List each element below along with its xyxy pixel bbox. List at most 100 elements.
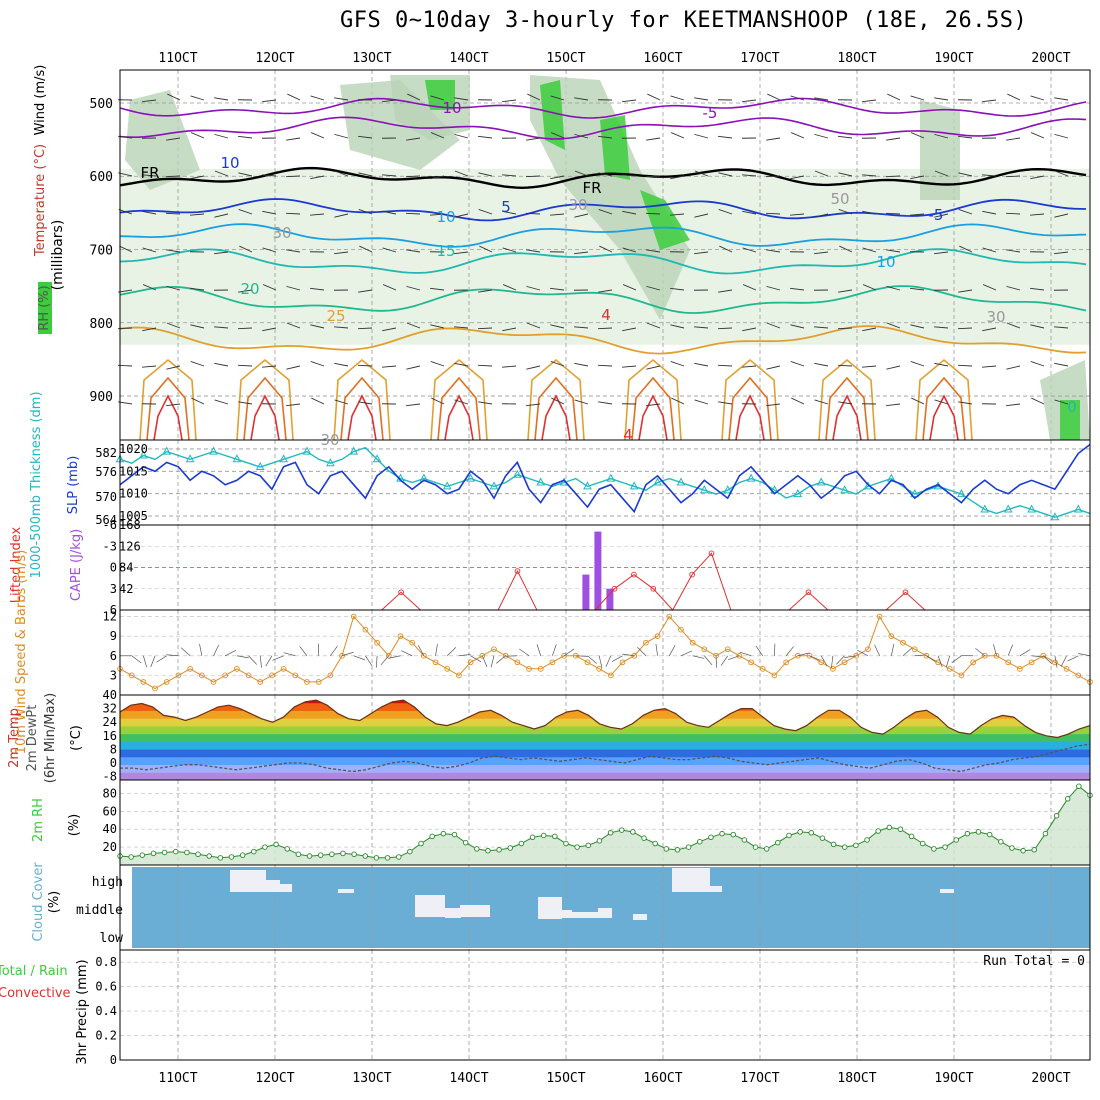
wind-barb [357,327,373,330]
wind-barb [119,245,133,253]
rh-tick: 60 [103,804,117,818]
wind-barb [431,397,445,405]
wind-barb [671,397,685,405]
rh-marker [641,835,647,841]
wind-barb [645,175,661,178]
warm-contour [922,376,966,441]
rh-marker [552,833,558,840]
slp-right-tick: 1015 [119,464,148,478]
wind-barb [527,93,541,101]
wind-barb [574,170,589,177]
wind-speed-marker [549,659,556,666]
rh-marker [474,846,480,852]
wind-barb [1007,93,1021,101]
wind-barb [478,135,493,139]
wind-barb [790,361,805,367]
wind-speed-marker [456,672,462,679]
wind-barb [430,324,445,329]
wind-barb [1054,251,1069,255]
wind-barb [142,365,157,368]
wind-barb [646,403,661,407]
rh-marker [540,832,547,839]
wind-barb [934,133,949,139]
rh-marker [239,852,246,858]
thickness-marker [910,489,920,498]
temp-band [120,764,1090,773]
lifted-index-marker [708,550,715,557]
wind-barb [357,364,373,367]
wind-speed-marker [736,652,743,659]
rh-marker [942,844,948,850]
wind-barb [405,212,421,215]
rh-marker [462,839,469,846]
wind-speed-marker [479,652,486,659]
wind-speed-marker [748,659,754,666]
wind-barb [1054,362,1069,367]
rh-marker [262,844,268,850]
wind-barb [622,247,637,253]
wind-barb [670,213,685,216]
rh-legend-swatch [38,282,52,334]
wind-barb [526,403,541,407]
wind-speed-marker [397,633,404,640]
wind-barb [190,324,205,329]
wind-barb [646,365,661,370]
wind-speed-marker [374,639,380,646]
thickness-marker [746,473,756,482]
wind-barb [886,285,901,291]
wind-speed-marker [701,646,708,653]
slp-left-tick: 576 [95,465,117,479]
date-label-bottom: 12OCT [255,1071,294,1086]
wind-speed-marker [841,659,848,666]
wind-barb [142,210,157,215]
wind-barb [574,213,589,218]
wind-barb [1030,324,1045,329]
surface-wind-barb [1043,655,1053,665]
rh-marker [752,844,759,850]
rh-marker [607,830,614,836]
surface-wind-barb [446,647,457,657]
upper-ylabel-temp: Temperature (°C) [33,144,48,257]
wind-barb [310,213,325,216]
wind-speed-marker [1063,665,1070,672]
rh-marker [184,849,190,856]
wind-barb [142,284,157,291]
surface-wind-barb [1060,655,1067,667]
thickness-marker [162,446,172,455]
wind-speed-marker [1005,659,1012,666]
wind-barb [262,99,277,103]
wind-speed-marker [923,652,930,659]
wind-barb [142,174,157,177]
wind-barb [670,132,685,139]
wind-barb [958,135,973,139]
surface-wind-barb [150,655,156,668]
isotherm-line [119,116,1087,140]
contour-label: FR [140,164,159,182]
wind-barb [238,172,253,177]
wind-barb [214,326,229,329]
contour-label: 4 [601,306,611,324]
wind-barb [550,287,565,291]
wind-barb [502,174,517,177]
contour-label: 5 [501,198,511,216]
contour-label: 10 [442,99,461,117]
warm-contour [825,376,869,441]
wind-barb [694,133,709,139]
rh-marker [172,848,179,855]
wind-barb [742,247,757,253]
rh-marker [574,844,580,850]
precip-run-total: Run Total = 0 [983,954,1085,969]
cape-ylabel-li: Lifted Index [9,526,24,603]
wind-barb [358,135,373,139]
surface-wind-barb [844,655,857,658]
wind-barb [382,210,397,215]
thickness-marker [139,450,148,459]
temp-band [120,772,1090,780]
warm-contour [139,358,197,441]
wind-speed-line [119,615,1091,690]
rh-marker [920,840,926,847]
wind-barb [166,249,181,253]
surface-wind-barb [1019,649,1031,657]
rh-moist-region [640,190,690,250]
